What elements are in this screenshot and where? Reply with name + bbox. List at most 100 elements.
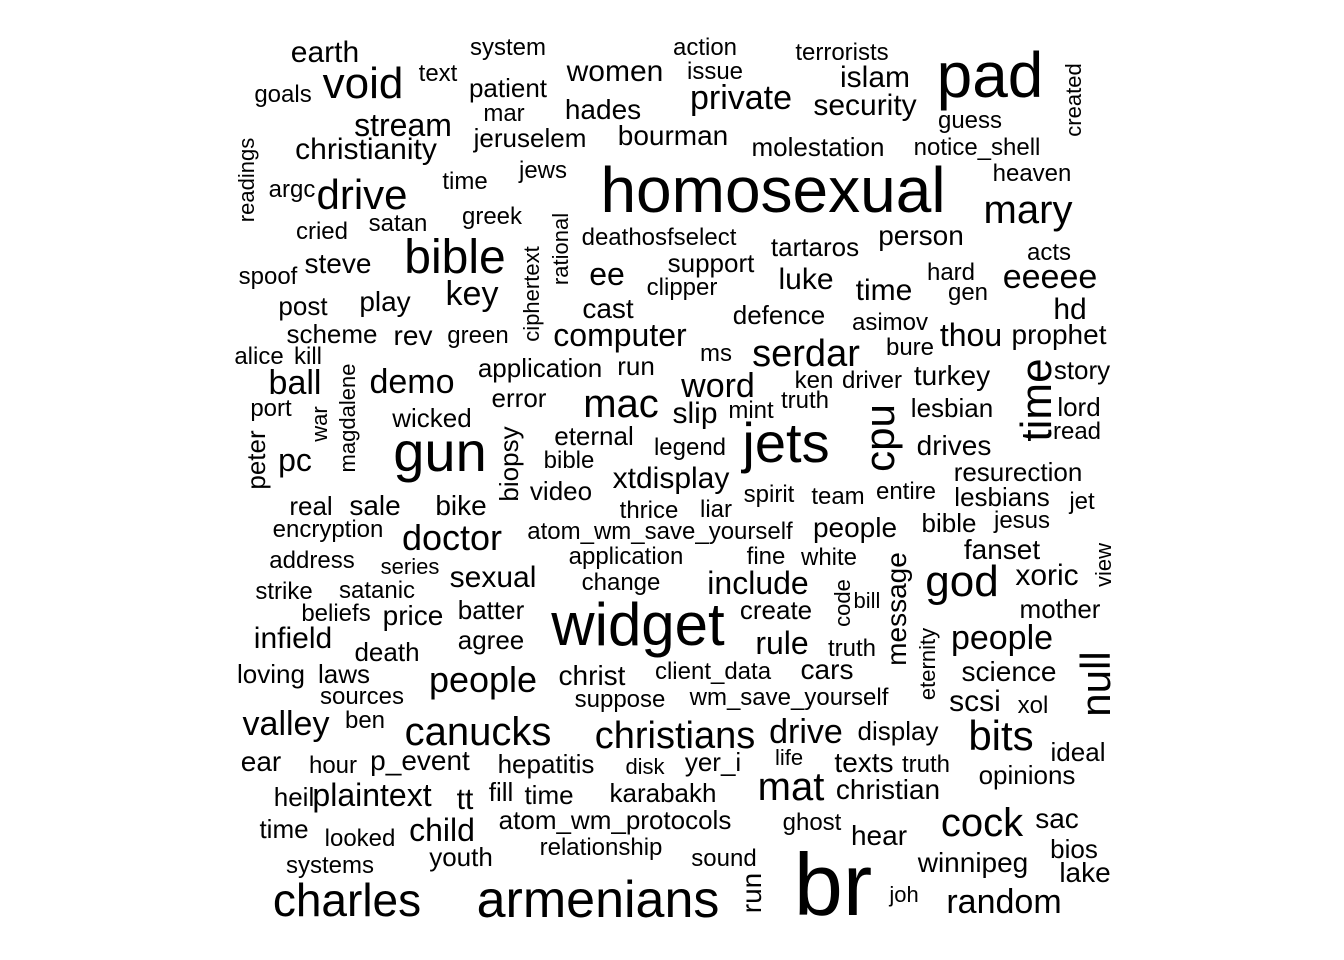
word: homosexual	[600, 154, 946, 226]
word: molestation	[751, 132, 885, 162]
word: winnipeg	[917, 847, 1029, 878]
word: ben	[344, 707, 386, 734]
word: truth	[901, 751, 951, 778]
word: sale	[349, 490, 401, 521]
word: spirit	[743, 481, 795, 508]
word: loving	[237, 659, 305, 689]
word: mac	[583, 382, 659, 426]
word: time	[442, 168, 488, 195]
word: truth	[827, 635, 877, 662]
word: driver	[841, 367, 903, 394]
word: real	[289, 491, 333, 521]
word: god	[925, 557, 999, 606]
word: rational	[548, 212, 573, 286]
word: include	[707, 565, 809, 601]
word: biopsy	[494, 426, 524, 502]
word: encryption	[272, 516, 384, 543]
word: white	[800, 544, 858, 571]
word: change	[581, 569, 661, 596]
word: bike	[435, 490, 487, 521]
word: hades	[564, 94, 642, 125]
word: pc	[278, 442, 312, 478]
word: spoof	[238, 263, 298, 290]
word: bits	[968, 712, 1034, 759]
word: scheme	[286, 319, 378, 349]
word: liar	[699, 496, 733, 523]
word: price	[382, 600, 444, 631]
word: text	[418, 60, 458, 87]
word: cock	[940, 801, 1024, 845]
word: message	[881, 552, 912, 666]
word: terrorists	[795, 39, 889, 66]
word: cast	[582, 293, 634, 324]
word: error	[491, 383, 547, 413]
word: lake	[1059, 857, 1111, 888]
word: ciphertext	[519, 246, 544, 342]
word: mother	[1019, 594, 1101, 624]
word: pad	[936, 39, 1044, 111]
word: bill	[853, 588, 881, 613]
word: team	[811, 483, 865, 510]
word: truth	[780, 387, 830, 414]
word: random	[946, 883, 1062, 921]
word: series	[380, 554, 440, 579]
word: entire	[875, 478, 937, 505]
word: ms	[700, 340, 732, 367]
word: ball	[268, 364, 322, 402]
word: relationship	[539, 834, 663, 861]
word: armenians	[476, 871, 720, 929]
word: fill	[488, 777, 514, 807]
word: sources	[319, 683, 405, 710]
word: cpu	[856, 404, 903, 472]
word: green	[447, 322, 509, 349]
word: fanset	[963, 534, 1041, 565]
word: issue	[686, 58, 744, 85]
word: cars	[800, 654, 854, 685]
word: valley	[242, 705, 330, 743]
word: read	[1052, 418, 1102, 445]
word: mary	[983, 188, 1073, 232]
word: life	[774, 745, 804, 770]
word: drive	[769, 713, 843, 751]
word: guess	[937, 107, 1003, 134]
word: null	[1072, 651, 1119, 717]
word: christians	[594, 715, 756, 757]
word: clipper	[646, 274, 718, 301]
word: demo	[369, 363, 455, 401]
word: stream	[354, 107, 452, 143]
word: private	[689, 79, 793, 117]
word: run	[617, 351, 655, 381]
word: jeruselem	[473, 123, 587, 153]
word: wm_save_yourself	[689, 684, 889, 711]
word: disk	[625, 754, 665, 779]
word: mint	[728, 397, 774, 424]
word: person	[878, 220, 964, 251]
word: p_event	[370, 745, 470, 776]
word: batter	[457, 595, 525, 625]
word: yer_i	[684, 747, 742, 777]
word: sexual	[449, 561, 537, 594]
word: thou	[939, 317, 1003, 353]
word: xtdisplay	[612, 462, 730, 495]
word: jews	[518, 157, 568, 184]
word: wicked	[392, 403, 472, 433]
word: create	[739, 595, 813, 625]
word: eternal	[554, 421, 634, 451]
word: created	[1061, 63, 1086, 137]
word: time	[855, 274, 913, 307]
word: address	[269, 547, 355, 574]
word: support	[667, 248, 755, 278]
word: mat	[757, 765, 825, 809]
word: ee	[589, 256, 625, 292]
word: serdar	[752, 333, 860, 375]
word: system	[469, 34, 547, 61]
word: run	[736, 872, 767, 914]
word: video	[529, 476, 593, 506]
word: hard	[926, 259, 976, 286]
word: war	[307, 406, 332, 442]
word: atom_wm_save_yourself	[527, 518, 793, 545]
word: steve	[304, 248, 372, 279]
word: greek	[461, 203, 523, 230]
word: gun	[393, 420, 487, 483]
word: lesbian	[910, 393, 994, 423]
